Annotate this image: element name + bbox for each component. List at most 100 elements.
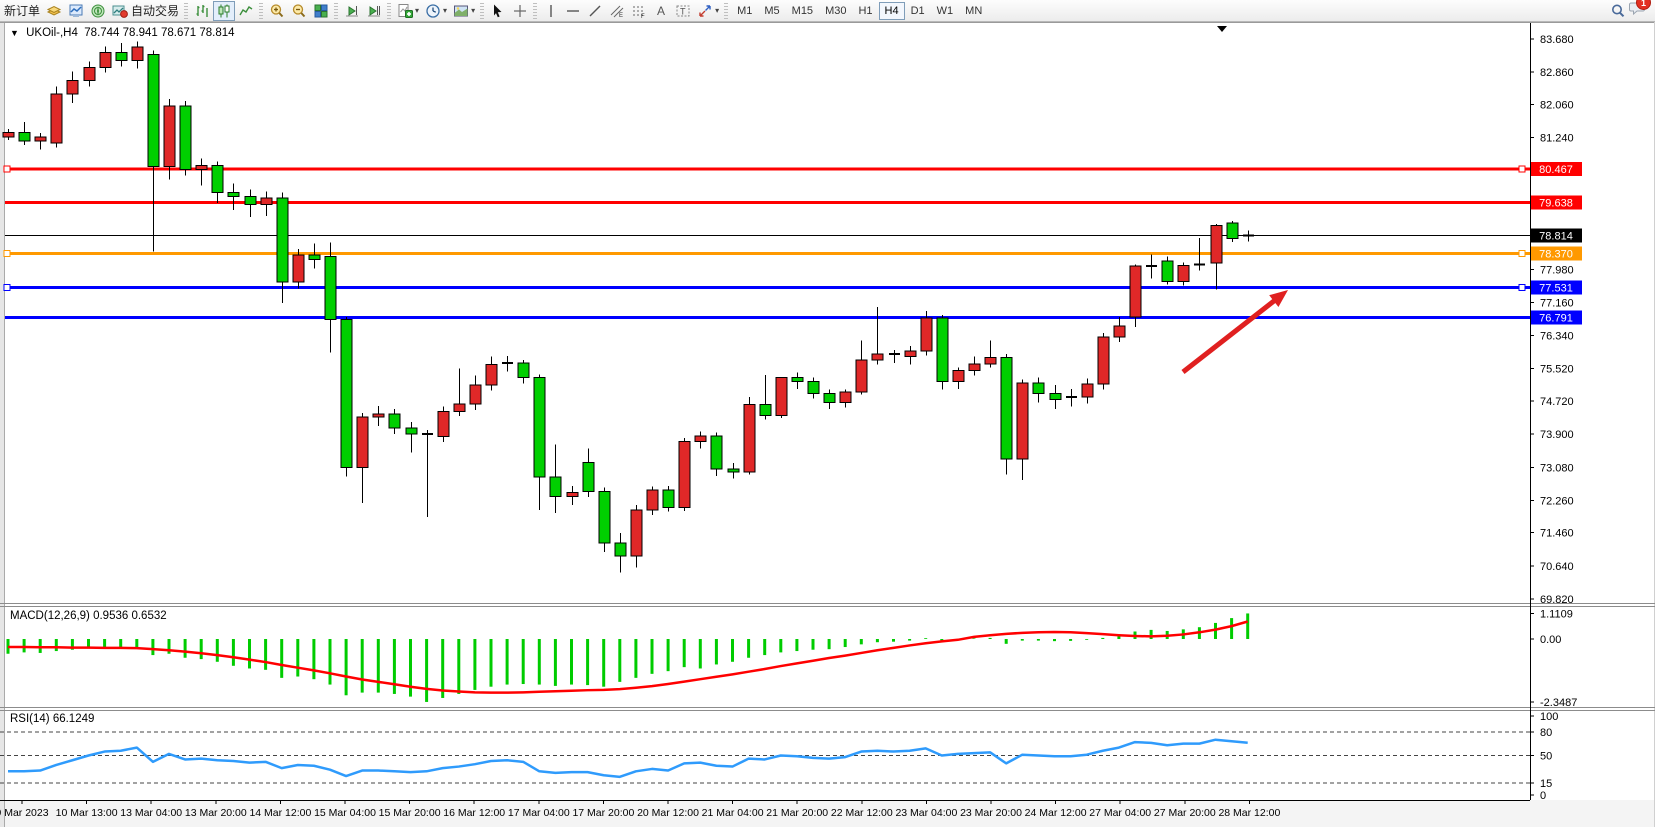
chart-shift-icon[interactable] (363, 1, 385, 21)
level-handle (3, 165, 11, 173)
candle-body (871, 353, 884, 361)
horizontal-line-icon[interactable] (562, 1, 584, 21)
candle-body (292, 254, 305, 283)
chart-header: ▼ UKOil-,H4 78.744 78.941 78.671 78.814 (10, 27, 235, 39)
candle-body (517, 362, 530, 379)
text-icon[interactable]: A (650, 1, 672, 21)
candle-body (340, 318, 353, 468)
candlestick-icon[interactable] (213, 0, 236, 21)
candle-body (260, 197, 273, 206)
timeframe-mn-button[interactable]: MN (959, 2, 988, 20)
price-tick-label: 77.160 (1540, 297, 1574, 309)
chevron-down-icon: ▾ (471, 6, 476, 15)
candle-body (855, 359, 868, 393)
candle-body (759, 403, 772, 417)
candle-body (99, 51, 112, 68)
vertical-line-icon[interactable] (540, 1, 562, 21)
price-level-label: 78.370 (1539, 249, 1573, 261)
candle-body (1226, 222, 1239, 240)
trend-arrow-shaft (1181, 296, 1279, 374)
candle-body (549, 476, 562, 497)
candle-doji-dash (1243, 234, 1254, 237)
price-level-label-box (1531, 228, 1582, 243)
date-tick-label: 27 Mar 20:00 (1154, 807, 1216, 819)
price-level-label: 77.531 (1539, 282, 1573, 294)
date-tick-label: 15 Mar 20:00 (379, 807, 441, 819)
chevron-down-icon: ▾ (715, 6, 720, 15)
candle-body (244, 196, 257, 206)
arrows-icon[interactable]: ▾ (694, 1, 722, 21)
bar-chart-icon[interactable] (191, 1, 213, 21)
candle-body (1210, 225, 1223, 264)
period-button[interactable]: ▾ (422, 1, 450, 21)
one-click-toggle-icon[interactable]: ▼ (10, 28, 19, 38)
candle-body (469, 384, 482, 405)
fibonacci-icon[interactable]: F (628, 1, 650, 21)
new-indicator-button[interactable]: ▾ (394, 1, 422, 21)
timeframe-m30-button[interactable]: M30 (819, 2, 852, 20)
price-tick-label: 71.460 (1540, 528, 1574, 540)
level-handle (3, 250, 11, 258)
candle-body (566, 492, 579, 497)
auto-trading-button[interactable]: 自动交易 (109, 1, 182, 21)
tile-windows-icon[interactable] (310, 1, 332, 21)
timeframe-d1-button[interactable]: D1 (905, 2, 931, 20)
macd-signal-line (8, 620, 1249, 694)
candle-body (936, 317, 949, 383)
zoom-out-icon[interactable] (288, 1, 310, 21)
rsi-line (8, 738, 1248, 779)
search-icon[interactable] (1607, 1, 1629, 21)
chart-window[interactable]: ▼ UKOil-,H4 78.744 78.941 78.671 78.814 … (0, 22, 1655, 827)
timeframe-h1-button[interactable]: H1 (852, 2, 878, 20)
date-tick-label: 28 Mar 12:00 (1218, 807, 1280, 819)
line-chart-icon[interactable] (235, 1, 257, 21)
cursor-icon[interactable] (487, 1, 509, 21)
date-tick-label: 21 Mar 04:00 (702, 807, 764, 819)
candle-body (388, 413, 401, 429)
candle-body (791, 377, 804, 383)
timeframe-m1-button[interactable]: M1 (731, 2, 758, 20)
candle-body (1032, 382, 1045, 395)
navigator-icon[interactable] (87, 1, 109, 21)
chart-shift-marker (1217, 26, 1227, 32)
candle-body (1129, 265, 1142, 318)
candle-body (324, 255, 337, 320)
price-level-label: 78.814 (1539, 231, 1573, 243)
candle-body (646, 489, 659, 511)
price-tick-label: 82.060 (1540, 99, 1574, 111)
date-tick-label: 14 Mar 12:00 (249, 807, 311, 819)
templates-button[interactable]: ▾ (450, 1, 478, 21)
candle-body (904, 350, 917, 358)
text-label-icon[interactable]: T (672, 1, 694, 21)
date-tick-label: 24 Mar 12:00 (1025, 807, 1087, 819)
new-order-icon[interactable] (43, 1, 65, 21)
macd-indicator-label: MACD(12,26,9) 0.9536 0.6532 (10, 610, 167, 622)
timeframe-m5-button[interactable]: M5 (758, 2, 785, 20)
timeframe-w1-button[interactable]: W1 (931, 2, 960, 20)
rsi-scale-label: 80 (1540, 727, 1552, 739)
auto-scroll-icon[interactable] (341, 1, 363, 21)
trendline-icon[interactable] (584, 1, 606, 21)
rsi-scale-label: 50 (1540, 751, 1552, 763)
zoom-in-icon[interactable] (266, 1, 288, 21)
candle-body (131, 46, 144, 61)
candle-body (308, 254, 321, 261)
date-tick-label: 21 Mar 20:00 (766, 807, 828, 819)
timeframe-m15-button[interactable]: M15 (786, 2, 819, 20)
price-tick-label: 74.720 (1540, 396, 1574, 408)
price-tick-label: 75.520 (1540, 364, 1574, 376)
notifications-button[interactable]: 1 (1629, 0, 1651, 21)
crosshair-icon[interactable] (509, 1, 531, 21)
timeframe-h4-button[interactable]: H4 (878, 1, 905, 20)
macd-scale-label: 1.1109 (1540, 608, 1573, 620)
chart-canvas[interactable]: 83.680 82.860 82.060 81.240 77.980 77.160 76.3… (0, 22, 1655, 827)
candle-doji-dash (422, 433, 433, 436)
candle-doji-dash (1066, 395, 1077, 398)
chart-ohlc-values: 78.744 78.941 78.671 78.814 (84, 27, 235, 39)
market-watch-icon[interactable] (65, 1, 87, 21)
price-tick-label: 83.680 (1540, 34, 1574, 46)
candle-body (823, 393, 836, 404)
new-order-button[interactable]: 新订单 (1, 1, 43, 21)
equidistant-channel-icon[interactable]: E (606, 1, 628, 21)
candle-body (405, 427, 418, 435)
